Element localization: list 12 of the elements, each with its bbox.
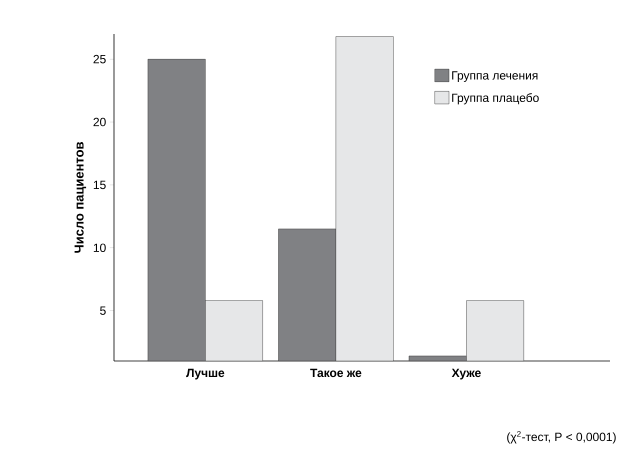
text: (χ$^{2}$-тест, P < 0,0001) (507, 431, 616, 444)
legend-label: Группа лечения (452, 71, 538, 82)
x-tick-label: Такое же (310, 368, 362, 378)
x-tick-label: Хуже (452, 368, 481, 380)
y-tick-label: 25 (94, 54, 106, 64)
x-tick-label: Лучше (186, 368, 224, 380)
y-axis-title: Число пациентов (74, 142, 86, 253)
y-tick-label: 15 (94, 180, 106, 190)
y-tick-label: 5 (100, 306, 106, 315)
y-tick-label: 20 (94, 118, 106, 126)
y-tick-label: 10 (94, 244, 106, 252)
legend-label: Группа плацебо (452, 93, 539, 104)
